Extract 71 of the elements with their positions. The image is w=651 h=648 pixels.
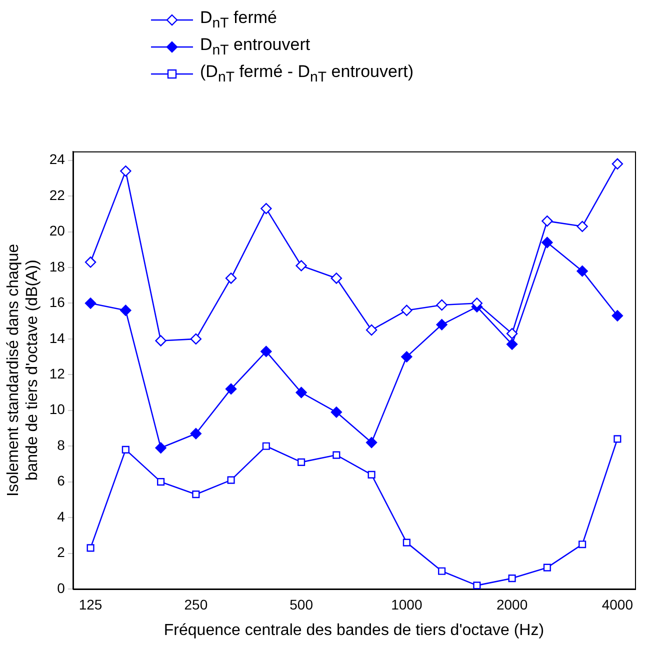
- point: [330, 406, 342, 418]
- point: [190, 428, 202, 440]
- y-tick-label: 10: [49, 401, 66, 418]
- point: [332, 451, 340, 459]
- x-tick-label: 250: [184, 596, 208, 612]
- point: [471, 298, 483, 309]
- point: [157, 478, 165, 486]
- point: [436, 319, 448, 330]
- point: [86, 544, 94, 552]
- point: [506, 328, 518, 340]
- y-tick-label: 0: [57, 580, 66, 596]
- point: [120, 304, 132, 316]
- y-tick-label: 16: [49, 294, 66, 310]
- point: [227, 476, 235, 484]
- point: [260, 202, 272, 214]
- y-tick-label: 8: [57, 436, 66, 453]
- point: [506, 338, 518, 350]
- y-tick-label: 12: [49, 366, 66, 382]
- x-tick-label: 2000: [496, 596, 528, 612]
- y-axis-title: Isolement standardisé dans chaque bande de tiers d'octave (dB(A)): [5, 244, 42, 497]
- point: [296, 260, 307, 272]
- point: [190, 333, 202, 345]
- point: [542, 236, 553, 248]
- point: [578, 540, 586, 548]
- point: [436, 299, 448, 311]
- y-tick-label: 14: [49, 330, 66, 346]
- x-axis-title: Fréquence centrale des bandes de tiers d'octave (Hz): [164, 622, 544, 639]
- x-tick-label: 1000: [391, 596, 422, 612]
- y-tick-label: 22: [49, 186, 66, 203]
- y-tick-label: 18: [49, 258, 66, 274]
- point: [84, 298, 96, 309]
- point: [612, 310, 624, 322]
- point: [543, 564, 551, 572]
- point: [401, 304, 412, 316]
- point: [262, 442, 270, 450]
- y-tick-label: 20: [49, 222, 66, 239]
- point: [542, 215, 553, 227]
- point: [401, 351, 412, 362]
- point: [330, 272, 342, 284]
- legend-label: D$_{nT}$ entrouvert: [200, 34, 310, 58]
- point: [508, 574, 516, 582]
- point: [612, 158, 624, 170]
- point: [225, 272, 237, 284]
- point: [296, 386, 307, 398]
- point: [192, 490, 200, 498]
- legend-label: (D$_{nT}$ fermé - D$_{nT}$ entrouvert): [200, 62, 414, 86]
- point: [576, 220, 588, 232]
- x-tick-label: 125: [78, 596, 102, 612]
- point: [614, 435, 622, 443]
- y-tick-label: 6: [57, 472, 66, 489]
- point: [576, 265, 588, 277]
- point: [155, 442, 166, 454]
- x-tick-label: 500: [290, 596, 314, 612]
- y-tick-label: 24: [49, 151, 66, 168]
- point: [438, 567, 446, 575]
- point: [84, 256, 96, 268]
- point: [122, 446, 130, 454]
- point: [366, 436, 378, 448]
- point: [155, 335, 166, 346]
- point: [402, 538, 410, 546]
- point: [298, 458, 306, 466]
- y-tick-label: 4: [57, 508, 66, 524]
- point: [368, 470, 376, 478]
- point: [260, 346, 272, 358]
- point: [473, 582, 481, 589]
- point: [225, 383, 237, 395]
- point: [366, 324, 378, 336]
- point: [120, 165, 132, 177]
- legend-label: D$_{nT}$ fermé: [200, 8, 277, 32]
- y-tick-label: 2: [57, 544, 66, 560]
- x-tick-label: 4000: [602, 596, 634, 612]
